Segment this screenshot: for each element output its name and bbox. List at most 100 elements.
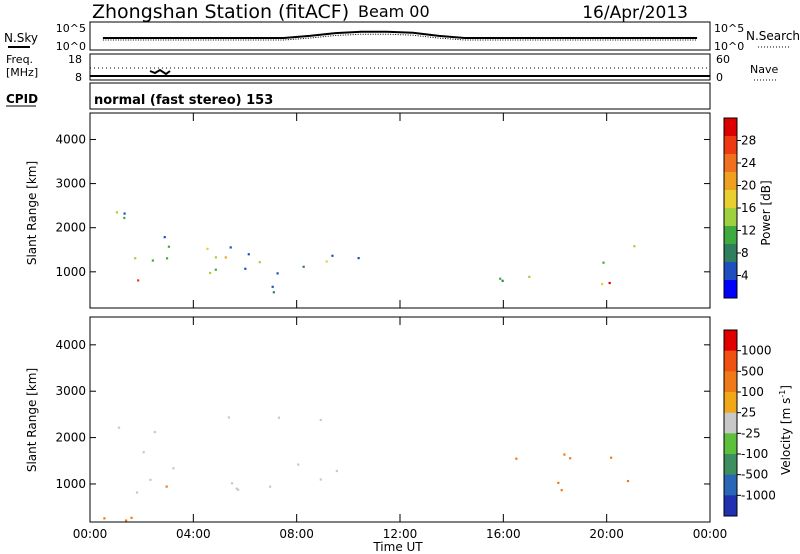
xtick-label: 00:00 <box>73 527 108 541</box>
power-cell <box>163 236 166 239</box>
time-axis-label: Time UT <box>372 540 423 554</box>
xtick-label: 00:00 <box>693 527 728 541</box>
velocity-cell <box>172 467 175 470</box>
velocity-cell <box>515 457 518 460</box>
colorbar-tick-label: 1000 <box>741 344 772 358</box>
power-cell <box>528 275 531 278</box>
freq-right-tick-top: 60 <box>716 53 730 66</box>
colorbar-tick-label: 8 <box>741 246 749 260</box>
velocity-cell <box>103 517 106 520</box>
power-cell <box>134 257 137 260</box>
velocity-cell <box>557 481 560 484</box>
power-cell <box>209 271 212 275</box>
power-cell <box>302 265 305 268</box>
velocity-cell <box>277 416 281 419</box>
xtick-label: 20:00 <box>589 527 624 541</box>
velocity-cell <box>319 418 322 422</box>
noise-sky-label: N.Sky <box>4 31 38 45</box>
colorbar-tick-label: 100 <box>741 385 764 399</box>
xtick-label: 12:00 <box>383 527 418 541</box>
velocity-cell <box>626 479 630 483</box>
noise-search-label: N.Search <box>746 29 800 43</box>
noise-right-tick-bottom: 10^0 <box>714 40 744 53</box>
power-cell <box>602 261 605 264</box>
noise-left-tick-bottom: 10^0 <box>56 40 86 53</box>
ytick-label: 1000 <box>55 477 86 491</box>
velocity-cell <box>227 416 231 419</box>
freq-glitch <box>149 68 171 76</box>
velocity-cell <box>335 469 338 473</box>
power-panel: 4000 3000 2000 1000 Slant Range [km] 28 24 20… <box>25 112 773 309</box>
xtick-label: 08:00 <box>279 527 314 541</box>
colorbar-tick-label: 4 <box>741 269 749 283</box>
station-title: Zhongshan Station (fitACF) <box>92 1 349 23</box>
velocity-cell <box>165 485 168 488</box>
colorbar-swatch <box>724 244 737 263</box>
power-cell <box>499 277 502 280</box>
power-cell <box>247 253 250 256</box>
power-cell <box>214 256 218 259</box>
power-ylabel: Slant Range [km] <box>25 161 39 265</box>
colorbar-tick-label: 28 <box>741 134 756 148</box>
velocity-cell <box>610 456 613 459</box>
noise-search-line <box>102 33 698 41</box>
power-cell <box>608 281 611 285</box>
power-cell <box>165 257 169 260</box>
velocity-plot-area <box>103 416 630 522</box>
colorbar-swatch <box>724 433 737 455</box>
colorbar-tick-label: -25 <box>741 426 761 440</box>
power-cell <box>357 257 360 260</box>
velocity-cell <box>268 485 272 488</box>
cpid-text: normal (fast stereo) 153 <box>94 93 273 108</box>
colorbar-swatch <box>724 226 737 245</box>
power-cell <box>115 211 119 214</box>
freq-label-line1: Freq. <box>6 53 33 66</box>
velocity-cell <box>153 430 156 434</box>
power-cell <box>224 256 227 259</box>
velocity-cell <box>130 516 133 519</box>
ytick-label: 2000 <box>55 431 86 445</box>
noise-panel: N.Sky 10^5 10^0 10^5 10^0 N.Search <box>4 21 800 53</box>
power-cell <box>123 216 126 220</box>
colorbar-tick-label: -500 <box>741 468 768 482</box>
velocity-cell <box>560 489 563 492</box>
power-cell <box>151 259 154 262</box>
nave-label: Nave <box>750 63 778 76</box>
velocity-cell <box>135 491 139 494</box>
ytick-label: 4000 <box>55 132 86 146</box>
colorbar-tick-label: 500 <box>741 364 764 378</box>
power-plot-area <box>115 211 636 294</box>
beam-label: Beam 00 <box>358 2 430 21</box>
velocity-cell <box>563 453 566 456</box>
colorbar-swatch <box>724 280 737 299</box>
colorbar-tick-label: 24 <box>741 156 756 170</box>
power-cell <box>501 279 504 282</box>
noise-right-tick-top: 10^5 <box>714 22 744 35</box>
power-cell <box>229 246 232 249</box>
colorbar-swatch <box>724 154 737 173</box>
freq-left-tick-bottom: 8 <box>75 71 82 84</box>
colorbar-frame <box>723 329 738 517</box>
power-cell <box>271 285 274 288</box>
velocity-cell <box>117 426 121 429</box>
ytick-label: 3000 <box>55 177 86 191</box>
power-cell <box>601 282 604 286</box>
colorbar-swatch <box>724 392 737 414</box>
velocity-panel: 4000 3000 2000 1000 Slant Range [km] 1000 50… <box>25 316 793 523</box>
power-cell <box>331 254 334 257</box>
power-colorbar-label: Power [dB] <box>759 180 773 245</box>
noise-sky-line <box>102 30 698 39</box>
velocity-ylabel: Slant Range [km] <box>25 368 39 472</box>
colorbar-swatch <box>724 330 737 352</box>
velocity-colorbar-label: Velocity [m s-1] <box>778 385 793 475</box>
power-cell <box>325 260 328 263</box>
velocity-colorbar: 1000 500 100 25 -25 -100 -500 -1000 <box>723 329 776 517</box>
power-cell <box>272 291 275 294</box>
date-label: 16/Apr/2013 <box>582 3 688 23</box>
power-yaxis: 4000 3000 2000 1000 <box>55 132 710 279</box>
cpid-panel: CPID normal (fast stereo) 153 <box>6 82 711 110</box>
colorbar-swatch <box>724 371 737 393</box>
cpid-label: CPID <box>6 92 38 106</box>
colorbar-swatch <box>724 208 737 227</box>
power-cell <box>206 247 209 250</box>
